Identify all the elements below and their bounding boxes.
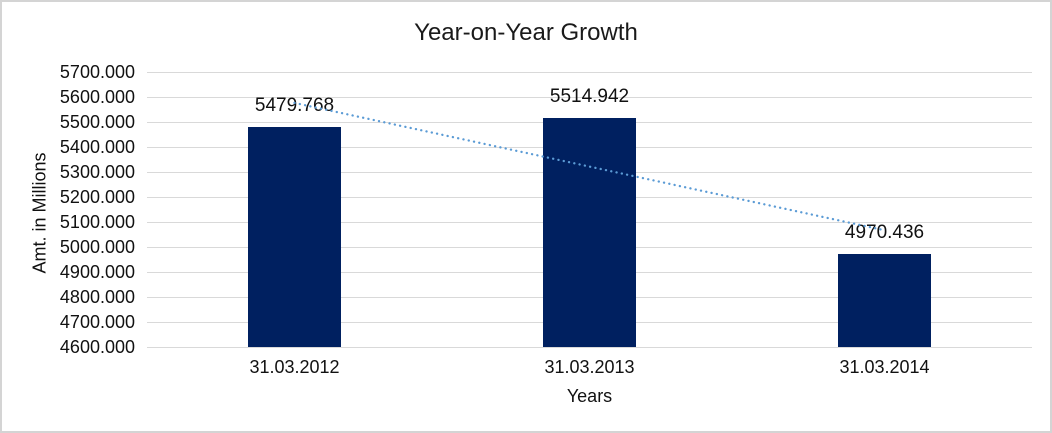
bar	[248, 127, 341, 347]
y-tick-label: 5400.000	[59, 137, 135, 157]
bar-data-label: 4970.436	[844, 222, 925, 244]
y-tick-label: 5600.000	[59, 87, 135, 107]
bar	[543, 118, 636, 347]
chart-title: Year-on-Year Growth	[414, 19, 638, 46]
y-tick-label: 5500.000	[59, 112, 135, 132]
bar-data-label: 5514.942	[549, 86, 630, 108]
x-category-label: 31.03.2012	[249, 357, 340, 377]
gridline	[147, 347, 1032, 348]
y-tick-label: 5100.000	[59, 212, 135, 232]
y-tick-label: 4800.000	[59, 287, 135, 307]
y-tick-label: 4600.000	[59, 337, 135, 357]
y-tick-label: 5300.000	[59, 162, 135, 182]
bar-data-label: 5479.768	[254, 95, 335, 117]
gridline	[147, 97, 1032, 98]
x-axis-title: Years	[566, 386, 613, 406]
y-tick-label: 5000.000	[59, 237, 135, 257]
gridline	[147, 72, 1032, 73]
bar	[838, 254, 931, 347]
y-tick-label: 4900.000	[59, 262, 135, 282]
y-tick-label: 5200.000	[59, 187, 135, 207]
x-category-label: 31.03.2013	[544, 357, 635, 377]
x-category-label: 31.03.2014	[839, 357, 930, 377]
y-tick-label: 5700.000	[59, 62, 135, 82]
y-tick-label: 4700.000	[59, 312, 135, 332]
